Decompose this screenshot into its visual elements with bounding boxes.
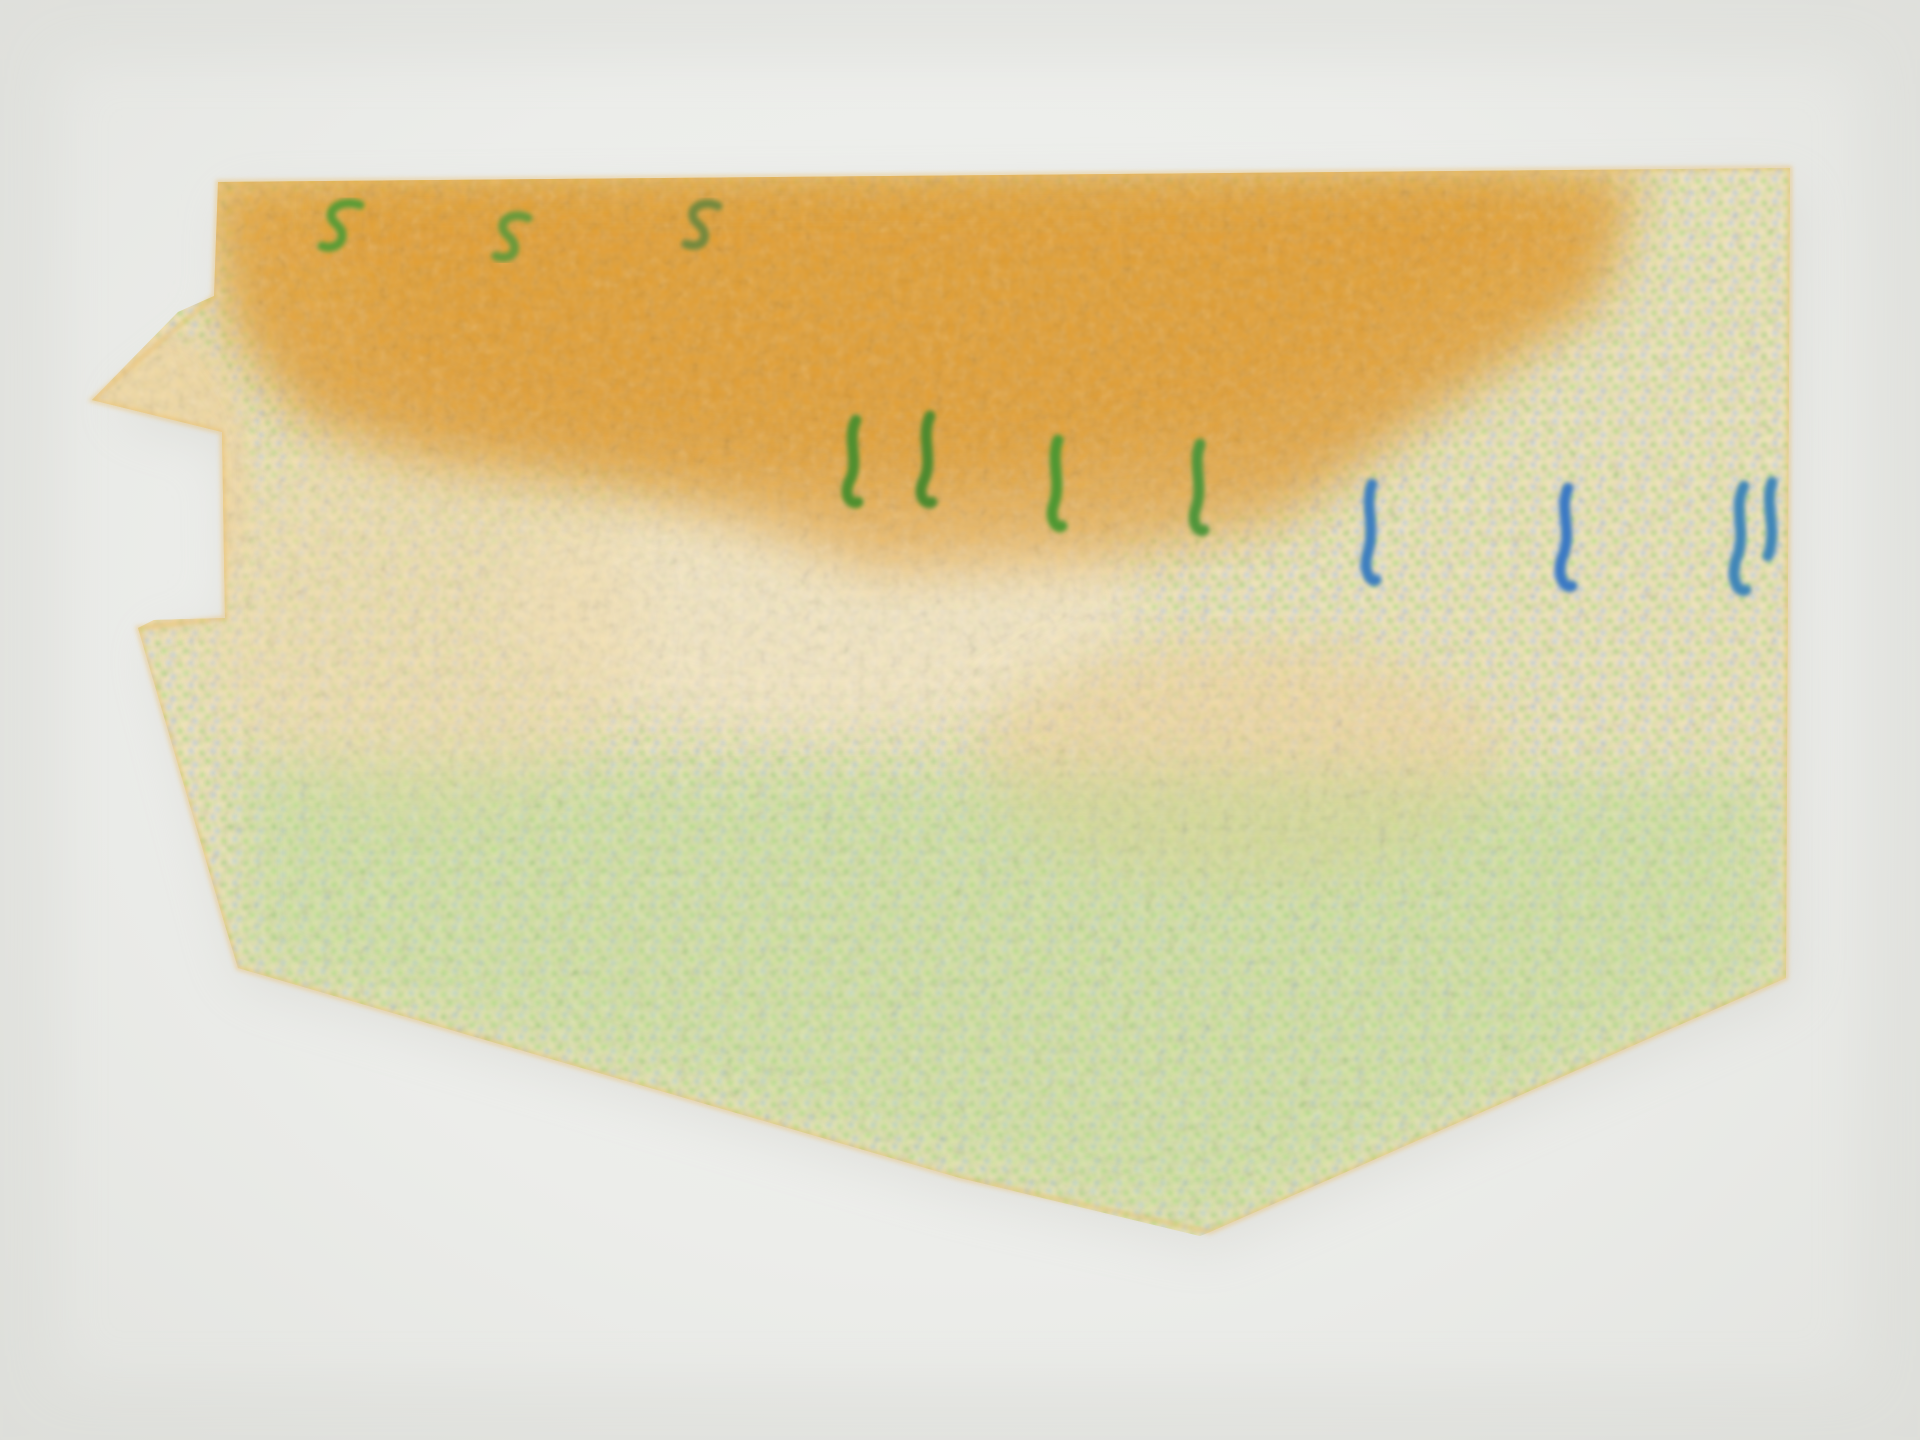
pencil-mark-5 xyxy=(915,410,938,509)
pencil-mark-2 xyxy=(491,211,533,262)
pencil-mark-3 xyxy=(681,199,723,250)
pencil-mark-row xyxy=(841,410,1778,597)
pencil-mark-4 xyxy=(841,414,864,509)
pencil-mark-9 xyxy=(1554,482,1578,593)
pencil-mark-group-top xyxy=(317,198,723,262)
pencil-mark-7 xyxy=(1188,438,1210,537)
pencil-mark-8 xyxy=(1360,478,1382,587)
pencil-mark-6 xyxy=(1046,434,1068,533)
strip-edge xyxy=(87,165,1793,1235)
pencil-mark-10b xyxy=(1762,476,1778,562)
pencil-mark-1 xyxy=(317,198,365,252)
pencil-mark-10a xyxy=(1728,480,1752,597)
